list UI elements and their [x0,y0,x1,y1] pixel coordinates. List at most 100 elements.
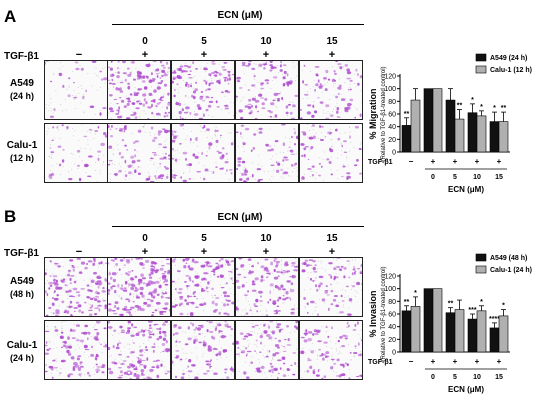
micrograph-cell [235,60,299,120]
ecn-header: ECN (μM) [217,212,263,223]
invasion-chart: % Invasion (Relative to TGF-β1-treated co… [368,253,532,394]
bar [445,99,456,153]
y-axis-title: % Invasion [368,290,378,337]
tgf-sign: − [75,246,83,258]
significance-label: ** [457,103,463,110]
micrograph-cell [44,60,108,120]
bar [410,306,421,353]
y-tick-label: 120 [384,74,396,81]
x-axis-title: ECN (μM) [448,185,484,194]
significance-label: ** [448,301,454,308]
tgf-sign: − [75,49,83,61]
conc-label: 10 [260,36,272,47]
y-tick-label: 0 [392,350,396,357]
legend-swatch [475,265,487,274]
y-tick-label: 120 [384,274,396,281]
bar [401,310,412,353]
micrograph-cell [171,123,235,183]
tgf-sign: + [200,49,208,61]
row-label: Calu-1 (12 h) [6,140,38,163]
panel-letter: B [4,207,17,226]
ecn-tick-label: 5 [453,174,457,181]
row-label: A549 (24 h) [9,78,34,101]
conc-label: 15 [326,233,338,244]
significance-label: * [480,299,483,306]
y-tick-label: 60 [388,112,396,119]
x-tick-label: + [475,157,480,166]
x-tick-label: + [431,157,436,166]
bar [476,310,487,353]
conc-label: 10 [260,233,272,244]
significance-label: * [471,97,474,104]
significance-label: * [480,104,483,111]
x-tick-label: + [497,357,502,366]
ecn-tick-label: 15 [495,174,503,181]
significance-label: ** [501,105,507,112]
migration-chart: % Migration (Relative to TGF-β1-treated c… [368,53,532,194]
bar [498,315,509,353]
significance-label: ** [404,299,410,306]
conc-label: 0 [142,36,148,47]
header-line [112,226,364,227]
tgf-sign: + [262,49,270,61]
bar [454,309,465,353]
micrograph-cell [171,320,235,380]
y-axis-subtitle: (Relative to TGF-β1-treated control) [381,66,387,161]
micrograph-cell [107,60,171,120]
tgf-sign: + [141,246,149,258]
tgf-sign: + [328,49,336,61]
micrograph-cell [235,320,299,380]
ecn-tick-label: 0 [431,174,435,181]
micrograph-cell [44,123,108,183]
tgf-sign: + [141,49,149,61]
legend-label: Calu-1 (24 h) [490,267,532,274]
ecn-tick-label: 10 [473,174,481,181]
y-tick-label: 80 [388,299,396,306]
y-tick-label: 80 [388,99,396,106]
y-tick-label: 0 [392,150,396,157]
bar [467,112,478,153]
y-axis-subtitle: (Relative to TGF-β1-treated control) [381,266,387,361]
row-label: Calu-1 (24 h) [6,340,38,363]
bar [445,312,456,353]
ecn-tick-label: 10 [473,374,481,381]
header-line [112,24,364,25]
bar [489,121,500,153]
micrograph-cell [107,257,171,317]
tgf-sign: + [328,246,336,258]
ecn-tick-label: 15 [495,374,503,381]
bar [476,115,487,153]
ecn-tick-label: 5 [453,374,457,381]
tgf-sign: + [262,246,270,258]
bar [410,99,421,153]
micrograph-cell [44,257,108,317]
significance-label: *** [468,307,476,314]
micrograph-cell [235,123,299,183]
significance-label: ** [404,111,410,118]
bar [454,118,465,153]
micrograph-cell [171,60,235,120]
ecn-tick-label: 0 [431,374,435,381]
legend-swatch [475,65,487,74]
bar [498,121,509,153]
micrograph-cell [235,257,299,317]
micrograph-cell [299,320,363,380]
x-tick-label: + [497,157,502,166]
micrograph-cell [44,320,108,380]
conc-label: 5 [201,233,207,244]
legend-label: A549 (24 h) [490,55,527,62]
micrograph-cell [107,320,171,380]
y-tick-label: 100 [384,86,396,93]
y-tick-label: 100 [384,286,396,293]
significance-label: * [502,303,505,310]
bar [489,327,500,353]
legend-swatch [475,53,487,62]
significance-label: * [414,290,417,297]
tgf-row-label: TGF-β1 [368,359,393,366]
bar [432,88,443,153]
x-tick-label: − [409,357,414,366]
micrograph-cell [299,60,363,120]
micrograph-cell [299,123,363,183]
x-tick-label: + [453,357,458,366]
conc-label: 5 [201,36,207,47]
